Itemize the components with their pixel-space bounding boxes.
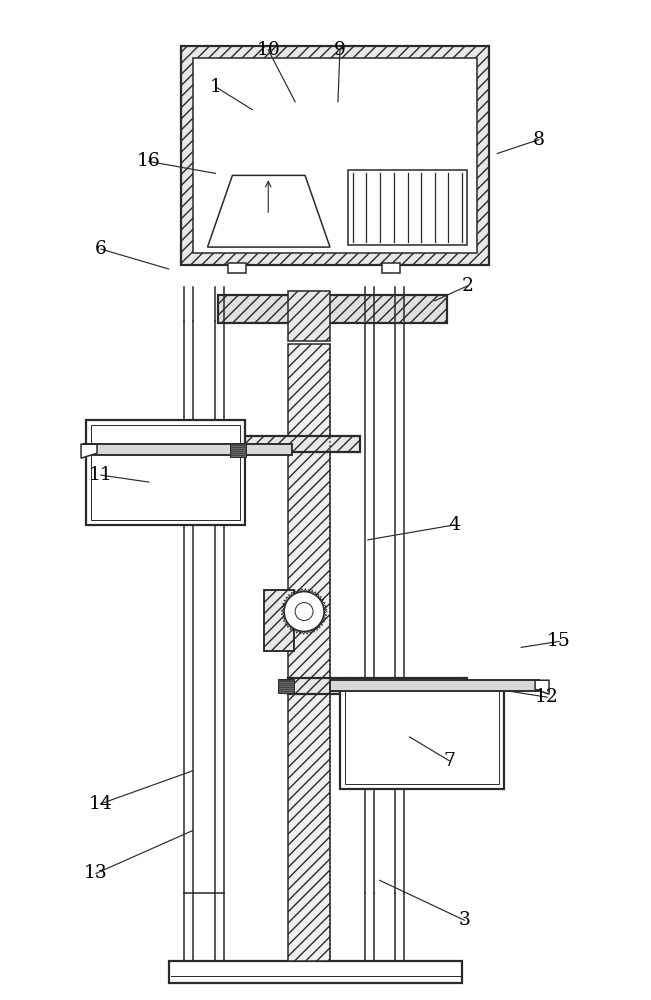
Text: 4: 4: [449, 516, 460, 534]
Text: 15: 15: [547, 632, 571, 650]
Bar: [288, 291, 330, 341]
Text: 7: 7: [443, 752, 456, 770]
Bar: [83, 444, 292, 455]
Text: 3: 3: [458, 911, 470, 929]
Text: 14: 14: [89, 795, 113, 813]
Text: 6: 6: [95, 240, 107, 258]
Text: 13: 13: [84, 864, 108, 882]
Circle shape: [284, 592, 324, 631]
Bar: [186, 436, 360, 452]
Polygon shape: [208, 175, 330, 247]
Bar: [264, 590, 294, 651]
Bar: [229, 263, 246, 273]
Bar: [86, 420, 245, 525]
Bar: [230, 443, 246, 457]
Bar: [345, 689, 499, 784]
Bar: [288, 678, 467, 694]
Bar: [264, 590, 294, 651]
Bar: [91, 425, 240, 520]
Bar: [193, 58, 477, 253]
Bar: [186, 436, 360, 452]
Bar: [340, 684, 505, 789]
Text: 11: 11: [89, 466, 113, 484]
Bar: [381, 263, 400, 273]
Bar: [219, 295, 447, 323]
Bar: [330, 680, 539, 691]
Circle shape: [295, 603, 313, 620]
Text: 1: 1: [210, 78, 221, 96]
Bar: [348, 170, 467, 245]
Text: 2: 2: [462, 277, 473, 295]
Polygon shape: [81, 444, 97, 458]
Bar: [83, 444, 292, 455]
Text: 10: 10: [256, 41, 280, 59]
Bar: [288, 678, 467, 694]
Bar: [169, 961, 462, 983]
Polygon shape: [535, 680, 549, 694]
Text: 16: 16: [137, 152, 161, 170]
Text: 9: 9: [334, 41, 346, 59]
Bar: [180, 46, 490, 265]
Bar: [278, 679, 294, 693]
Bar: [330, 680, 539, 691]
Text: 12: 12: [535, 688, 559, 706]
Bar: [288, 344, 330, 961]
Text: 8: 8: [533, 131, 545, 149]
